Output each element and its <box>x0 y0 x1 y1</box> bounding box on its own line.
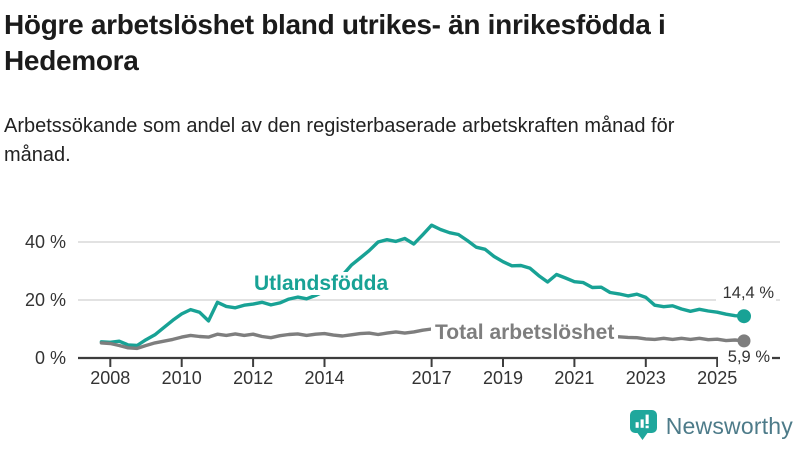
newsworthy-wordmark: Newsworthy <box>665 412 793 439</box>
x-tick-label-2017: 2017 <box>412 368 452 388</box>
series-label-total-arbetsloshet: Total arbetslöshet <box>431 321 619 344</box>
newsworthy-logo[interactable]: Newsworthy <box>629 410 793 442</box>
series-end-dot-1 <box>737 334 751 348</box>
x-tick-label-2014: 2014 <box>304 368 344 388</box>
end-value-utlandsfodda: 14,4 % <box>716 284 776 303</box>
series-line-1 <box>99 327 746 351</box>
chart-subtitle: Arbetssökande som andel av den registerb… <box>4 115 675 166</box>
bar-chart-speech-bubble-icon <box>629 410 657 440</box>
chart-title: Högre arbetslöshet bland utrikes- än inr… <box>4 9 666 76</box>
chart-area: 2008 2010 2012 2014 2017 2019 2021 2023 2025 0 % 2… <box>0 195 800 400</box>
x-tick-label-2025: 2025 <box>697 368 737 388</box>
y-tick-label-0: 0 % <box>35 348 66 368</box>
x-tick-label-2010: 2010 <box>162 368 202 388</box>
line-chart: 2008 2010 2012 2014 2017 2019 2021 2023 2025 0 % 2… <box>25 223 780 388</box>
y-tick-label-20: 20 % <box>25 290 66 310</box>
series-end-dot-0 <box>737 309 751 324</box>
x-tick-label-2021: 2021 <box>554 368 594 388</box>
x-tick-label-2019: 2019 <box>483 368 523 388</box>
series-label-utlandsfodda: Utlandsfödda <box>250 272 393 295</box>
y-tick-label-40: 40 % <box>25 232 66 252</box>
end-value-total-arbetsloshet: 5,9 % <box>718 348 772 367</box>
x-tick-label-2008: 2008 <box>90 368 130 388</box>
series-line-0 <box>99 223 746 348</box>
x-tick-label-2023: 2023 <box>626 368 666 388</box>
x-tick-label-2012: 2012 <box>233 368 273 388</box>
